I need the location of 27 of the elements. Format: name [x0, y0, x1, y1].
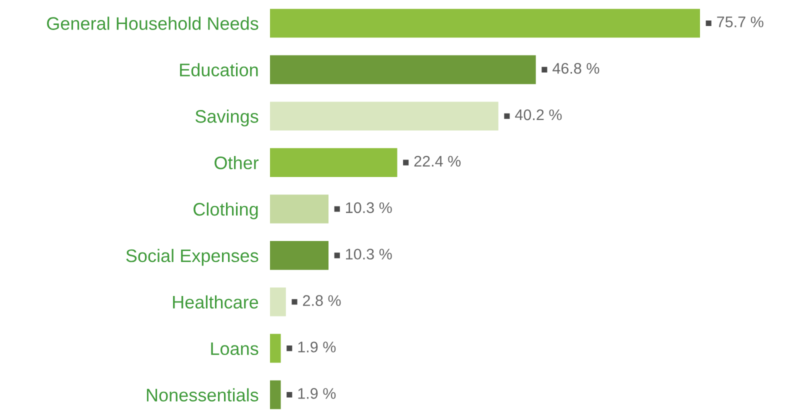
y-tick-label: Loans: [211, 342, 258, 356]
data-label: 10.3 %: [346, 248, 392, 260]
bar: [270, 8, 700, 38]
data-label: 1.9 %: [298, 388, 336, 399]
data-label: 2.8 %: [303, 295, 341, 306]
y-tick-label: General Household Needs: [47, 16, 258, 30]
y-tick-label: Clothing: [194, 202, 258, 220]
bar: [270, 55, 536, 84]
y-tick-label: Nonessentials: [146, 388, 258, 402]
y-tick-label: Healthcare: [173, 295, 258, 309]
bar: [270, 148, 398, 177]
bar: [270, 380, 281, 410]
data-label: 22.4 %: [414, 156, 461, 167]
bar: [270, 241, 329, 270]
y-tick-label: Social Expenses: [126, 248, 258, 266]
y-tick-label: Savings: [195, 110, 258, 126]
data-label: 75.7 %: [717, 16, 764, 28]
data-label: 46.8 %: [552, 62, 600, 74]
data-label: 40.2 %: [515, 109, 562, 120]
bar: [270, 102, 498, 131]
bar: [270, 334, 281, 363]
bar: [270, 194, 329, 224]
bar: [270, 287, 286, 316]
data-label: 10.3 %: [346, 202, 392, 214]
data-label: 1.9 %: [298, 342, 336, 352]
y-tick-label: Education: [180, 63, 258, 76]
y-tick-label: Other: [214, 156, 259, 170]
